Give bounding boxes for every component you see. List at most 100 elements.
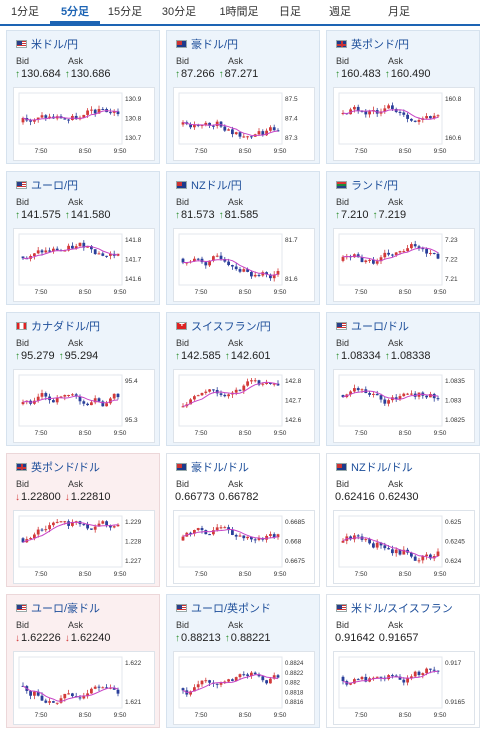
ask-price: ↑142.601 [225,350,271,362]
bid-label: Bid [16,338,30,348]
card-title-link[interactable]: ユーロ/円 [16,178,78,192]
bid-price: ↑81.573 [175,209,215,221]
tab-2[interactable]: 15分足 [107,6,143,18]
currency-card[interactable]: NZドル/ドル Bid Ask 0.62416 0.62430 0.625 0.6245 0.… [326,453,480,587]
candle-body [265,130,268,136]
tab-4[interactable]: 1時間足 [219,6,259,18]
ask-value: 141.580 [70,209,111,221]
currency-card[interactable]: 米ドル/スイスフラン Bid Ask 0.91642 0.91657 0.917 0.916… [326,594,480,728]
candle-body [234,132,238,135]
card-title-link[interactable]: 豪ドル/円 [176,37,238,51]
ask-price: ↑7.219 [373,209,407,221]
currency-card[interactable]: 豪ドル/円 Bid Ask ↑87.266 ↑87.271 87.5 87.4 87.3 7:5… [166,30,320,164]
y-tick-label: 0.8818 [285,690,304,696]
candlestick-chart[interactable]: 160.8 160.6 7:50 8:50 9:50 [333,87,475,161]
card-title-link[interactable]: ユーロ/ドル [336,319,409,333]
candle-body [21,402,25,405]
candlestick-chart[interactable]: 81.7 81.6 7:50 8:50 9:50 [173,228,315,302]
candle-body [246,536,249,539]
candle-body [21,256,25,259]
candlestick-chart[interactable]: 0.917 0.9165 7:50 8:50 9:50 [333,651,475,725]
tab-6[interactable]: 週足 [329,6,351,18]
chart-svg: 130.9 130.8 130.7 7:50 8:50 9:50 [18,92,142,155]
candle-body [74,115,78,120]
currency-card[interactable]: スイスフラン/円BidAsk↑142.585↑142.601142.8142.7… [166,312,320,446]
candle-body [227,679,230,682]
candlestick-chart[interactable]: 141.8 141.7 141.6 7:50 8:50 9:50 [13,228,155,302]
x-tick-label: 9:50 [434,430,447,437]
tab-1[interactable]: 5分足 [50,0,100,24]
card-title-link[interactable]: 米ドル/スイスフラン [336,601,453,615]
plot-frame [18,233,123,286]
card-title-link[interactable]: NZドル/円 [176,178,242,192]
candlestick-chart[interactable]: 0.625 0.6245 0.624 7:50 8:50 9:50 [333,510,475,584]
candlestick-chart[interactable]: 130.9 130.8 130.7 7:50 8:50 9:50 [13,87,155,161]
candlestick-chart[interactable]: 142.8 142.7 142.6 7:50 8:50 9:50 [173,369,315,443]
candle-body [429,393,432,398]
candle-body [425,395,428,398]
candle-body [59,521,63,523]
card-title-link[interactable]: ユーロ/豪ドル [16,601,100,615]
candle-body [257,131,261,135]
candle-body [417,671,421,676]
currency-card[interactable]: 米ドル/円 Bid Ask ↑130.684 ↑130.686 130.9 130.8 130… [6,30,160,164]
candle-body [204,530,208,535]
candle-body [432,252,436,254]
currency-card[interactable]: 豪ドル/ドル Bid Ask 0.66773 0.66782 0.6685 0.668 0.6… [166,453,320,587]
candle-body [402,393,406,397]
candle-body [48,250,51,252]
candlestick-chart[interactable]: 95.4 95.3 7:50 8:50 9:50 [13,369,155,443]
candle-body [360,389,364,391]
price-values: ↑160.483 ↑160.490 [335,68,435,80]
card-title-link[interactable]: NZドル/ドル [336,460,413,474]
candle-body [425,554,428,557]
currency-card[interactable]: ユーロ/円 Bid Ask ↑141.575 ↑141.580 141.8 141.7 141… [6,171,160,305]
candle-body [36,396,40,401]
candle-body [97,398,101,402]
candlestick-chart[interactable]: 1.0835 1.083 1.0825 7:50 8:50 9:50 [333,369,475,443]
candlestick-chart[interactable]: 1.229 1.228 1.227 7:50 8:50 9:50 [13,510,155,584]
candlestick-chart[interactable]: 0.8824 0.8822 0.882 0.8818 0.8816 7:50 8:50 9:5… [173,651,315,725]
currency-card[interactable]: 英ポンド/円 Bid Ask ↑160.483 ↑160.490 160.8 160.6 7:… [326,30,480,164]
bid-price: ↑160.483 [335,68,381,80]
tab-7[interactable]: 月足 [388,6,410,18]
card-title-link[interactable]: スイスフラン/円 [176,319,271,333]
candle-body [40,115,44,118]
x-tick-label: 9:50 [434,289,447,296]
price-values: ↓1.22800 ↓1.22810 [15,491,115,503]
tab-3[interactable]: 30分足 [161,6,197,18]
candlestick-chart[interactable]: 7.23 7.22 7.21 7:50 8:50 9:50 [333,228,475,302]
bid-value: 1.22800 [21,491,61,503]
candle-body [67,245,70,251]
currency-card[interactable]: ユーロ/豪ドル Bid Ask ↓1.62226 ↓1.62240 1.622 1.621 7… [6,594,160,728]
currency-card[interactable]: 英ポンド/ドル Bid Ask ↓1.22800 ↓1.22810 1.229 1.228 1… [6,453,160,587]
card-title-link[interactable]: 英ポンド/円 [336,37,409,51]
currency-card[interactable]: カナダドル/円 Bid Ask ↑95.279 ↑95.294 95.4 95.3 7:50 8… [6,312,160,446]
currency-card[interactable]: ユーロ/ドル Bid Ask ↑1.08334 ↑1.08338 1.0835 1.083 1… [326,312,480,446]
x-tick-label: 7:50 [35,712,48,719]
tab-0[interactable]: 1分足 [10,6,40,18]
bid-label: Bid [336,197,350,207]
y-tick-label: 0.625 [445,519,462,526]
card-title-link[interactable]: 豪ドル/ドル [176,460,249,474]
currency-card[interactable]: ランド/円 Bid Ask ↑7.210 ↑7.219 7.23 7.22 7.21 7:50 8… [326,171,480,305]
y-tick-label: 141.7 [125,257,142,264]
card-title-link[interactable]: カナダドル/円 [16,319,100,333]
x-tick-label: 7:50 [355,289,368,296]
pair-name: カナダドル/円 [31,321,101,333]
card-title-link[interactable]: ユーロ/英ポンド [176,601,271,615]
moving-average-line [182,674,279,693]
candle-body [219,121,223,127]
candle-body [234,534,238,537]
candlestick-chart[interactable]: 1.622 1.621 7:50 8:50 9:50 [13,651,155,725]
candlestick-chart[interactable]: 87.5 87.4 87.3 7:50 8:50 9:50 [173,87,315,161]
currency-card[interactable]: ユーロ/英ポンド Bid Ask ↑0.88213 ↑0.88221 0.8824 0.88… [166,594,320,728]
currency-card[interactable]: NZドル/円 Bid Ask ↑81.573 ↑81.585 81.7 81.6 7:50 8:… [166,171,320,305]
card-title-link[interactable]: 英ポンド/ドル [16,460,100,474]
tab-5[interactable]: 日足 [279,6,301,18]
card-title-link[interactable]: 米ドル/円 [16,37,78,51]
card-title-link[interactable]: ランド/円 [336,178,398,192]
candlestick-chart[interactable]: 0.6685 0.668 0.6675 7:50 8:50 9:50 [173,510,315,584]
candle-body [269,383,272,385]
y-tick-label: 87.3 [285,135,298,142]
